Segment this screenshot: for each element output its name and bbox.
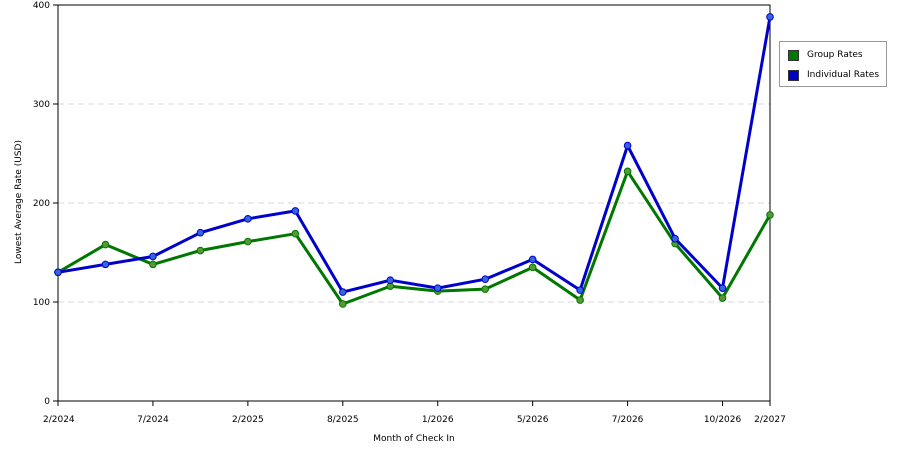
data-point-group-rates (339, 300, 347, 308)
data-point-individual-rates (386, 276, 395, 285)
series-layer (54, 13, 774, 308)
legend-swatch-individual-rates (788, 69, 799, 81)
x-tick-label: 2/2027 (754, 415, 786, 425)
axes: 0 100 200 300 400 2/2024 7/2024 2/2025 8/2025 1/2… (33, 1, 786, 425)
y-tick-label: 0 (44, 397, 50, 407)
data-point-individual-rates (433, 284, 442, 292)
data-point-group-rates (149, 260, 157, 269)
data-point-individual-rates (528, 255, 537, 264)
data-point-group-rates (528, 263, 537, 272)
x-tick-label: 1/2026 (422, 415, 454, 425)
data-point-individual-rates (623, 141, 632, 150)
legend: Group Rates Individual Rates (779, 41, 887, 87)
data-point-individual-rates (339, 288, 347, 296)
data-point-individual-rates (576, 286, 584, 294)
data-point-individual-rates (196, 228, 205, 237)
x-tick-label: 8/2025 (327, 415, 359, 425)
data-point-group-rates (101, 240, 110, 249)
data-point-group-rates (576, 296, 584, 304)
data-point-individual-rates (149, 252, 157, 261)
x-tick-label: 2/2025 (232, 415, 264, 425)
data-point-group-rates (766, 211, 774, 219)
data-point-individual-rates (671, 234, 679, 243)
data-point-group-rates (291, 229, 300, 238)
x-tick-label: 2/2024 (43, 415, 75, 425)
legend-label-group-rates: Group Rates (807, 50, 863, 60)
y-tick-label: 100 (33, 298, 50, 308)
x-tick-label: 10/2026 (704, 415, 742, 425)
y-tick-label: 300 (33, 100, 50, 110)
x-tick-label: 7/2024 (137, 415, 169, 425)
y-tick-label: 400 (33, 1, 50, 11)
x-tick-label: 7/2026 (612, 415, 644, 425)
series-line-individual-rates (57, 16, 772, 294)
data-point-group-rates (718, 294, 727, 302)
data-point-group-rates (481, 285, 490, 293)
data-point-group-rates (244, 237, 252, 246)
data-point-individual-rates (718, 284, 727, 292)
x-tick-label: 5/2026 (517, 415, 549, 425)
series-line-group-rates (57, 169, 772, 306)
legend-item-individual-rates: Individual Rates (788, 68, 879, 82)
data-point-group-rates (623, 167, 632, 176)
legend-item-group-rates: Group Rates (788, 48, 863, 62)
data-point-individual-rates (291, 207, 300, 215)
data-point-group-rates (196, 246, 205, 255)
data-point-individual-rates (54, 268, 62, 277)
legend-swatch-group-rates (788, 49, 799, 61)
data-point-individual-rates (766, 13, 774, 21)
data-point-individual-rates (101, 260, 110, 269)
y-tick-label: 200 (33, 199, 50, 209)
data-point-individual-rates (481, 275, 490, 284)
gridlines (58, 103, 770, 303)
data-point-individual-rates (244, 215, 252, 223)
x-axis-title: Month of Check In (373, 434, 455, 444)
y-axis-title: Lowest Average Rate (USD) (14, 140, 24, 264)
legend-label-individual-rates: Individual Rates (807, 70, 880, 80)
